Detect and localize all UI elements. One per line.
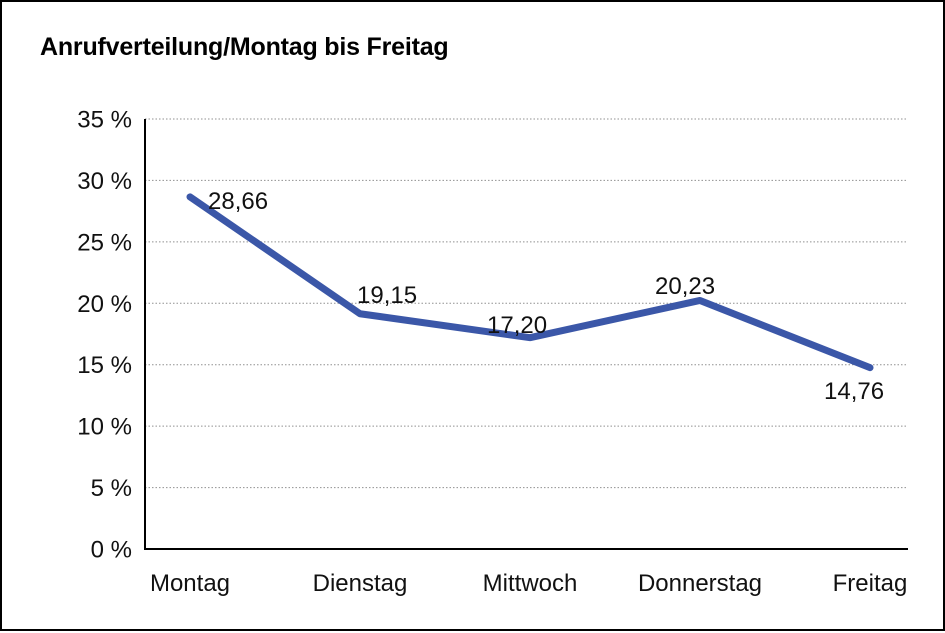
data-label: 20,23	[655, 273, 715, 300]
data-label: 17,20	[487, 312, 547, 339]
x-category-label: Freitag	[833, 570, 908, 597]
y-tick-label: 20 %	[77, 291, 132, 318]
y-tick-label: 0 %	[91, 537, 132, 564]
x-category-label: Montag	[150, 570, 230, 597]
y-tick-label: 15 %	[77, 352, 132, 379]
series-line	[186, 193, 874, 372]
data-label: 14,76	[824, 378, 884, 405]
data-label: 28,66	[208, 188, 268, 215]
y-tick-label: 25 %	[77, 229, 132, 256]
x-category-label: Mittwoch	[483, 570, 578, 597]
x-category-label: Dienstag	[313, 570, 408, 597]
x-category-label: Donnerstag	[638, 570, 762, 597]
chart-title: Anrufverteilung/Montag bis Freitag	[40, 33, 449, 61]
y-tick-label: 30 %	[77, 168, 132, 195]
y-tick-label: 35 %	[77, 107, 132, 134]
y-tick-label: 5 %	[91, 475, 132, 502]
data-label: 19,15	[357, 282, 417, 309]
y-tick-label: 10 %	[77, 414, 132, 441]
